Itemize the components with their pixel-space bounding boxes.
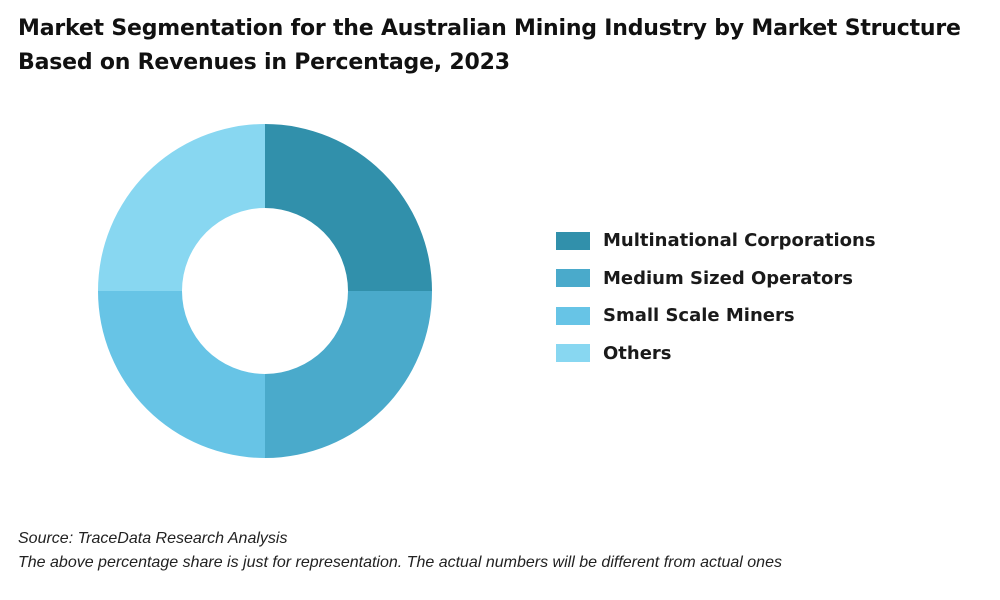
legend-label-others: Others <box>603 342 672 364</box>
legend-item-others: Others <box>556 335 876 373</box>
legend-item-small-scale-miners: Small Scale Miners <box>556 297 876 335</box>
legend-label-medium-sized-operators: Medium Sized Operators <box>603 267 853 289</box>
legend-label-small-scale-miners: Small Scale Miners <box>603 305 795 327</box>
legend-label-multinational-corporations: Multinational Corporations <box>603 230 876 252</box>
chart-footer: Source: TraceData Research Analysis The … <box>18 527 782 575</box>
chart-title: Market Segmentation for the Australian M… <box>18 16 961 75</box>
disclaimer-note: The above percentage share is just for r… <box>18 554 782 571</box>
donut-slice-multinational-corporations <box>265 124 432 291</box>
source-note: Source: TraceData Research Analysis <box>18 530 288 547</box>
donut-slice-medium-sized-operators <box>265 291 432 458</box>
legend-swatch-medium-sized-operators <box>556 269 590 288</box>
chart-legend: Multinational Corporations Medium Sized … <box>556 222 876 372</box>
legend-item-multinational-corporations: Multinational Corporations <box>556 222 876 260</box>
donut-slice-others <box>98 124 265 291</box>
legend-swatch-small-scale-miners <box>556 306 590 325</box>
legend-swatch-multinational-corporations <box>556 231 590 250</box>
donut-slices <box>98 124 432 458</box>
legend-swatch-others <box>556 344 590 363</box>
legend-item-medium-sized-operators: Medium Sized Operators <box>556 260 876 298</box>
donut-slice-small-scale-miners <box>98 291 265 458</box>
